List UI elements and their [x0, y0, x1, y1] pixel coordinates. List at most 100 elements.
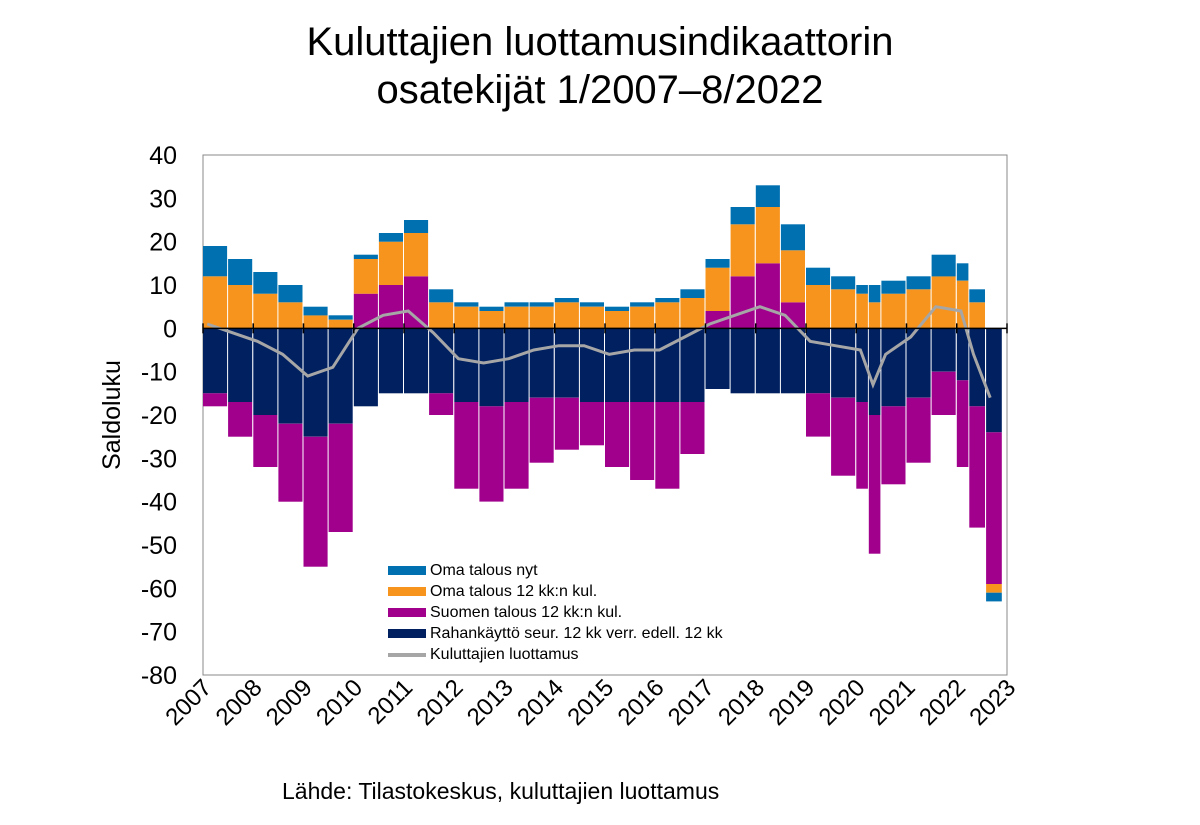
bar-oma-talous-nyt — [906, 276, 931, 290]
bar-oma-talous-12kk — [755, 207, 780, 264]
y-tick-label: -50 — [141, 532, 177, 560]
bar-suomen-talous — [504, 402, 529, 489]
bar-suomen-talous — [906, 397, 931, 463]
bar-oma-talous-nyt — [956, 263, 969, 281]
bar-oma-talous-nyt — [680, 289, 705, 298]
bar-oma-talous-nyt — [831, 276, 856, 290]
chart-title-line-1: Kuluttajien luottamusindikaattorin — [306, 20, 894, 64]
bar-oma-talous-12kk — [479, 311, 504, 329]
bar-suomen-talous — [730, 276, 755, 329]
bar-suomen-talous — [605, 402, 630, 467]
y-tick-label: -20 — [141, 402, 177, 430]
bar-oma-talous-12kk — [328, 319, 353, 329]
bar-rahankaytto — [554, 328, 579, 398]
bar-oma-talous-12kk — [579, 306, 604, 329]
x-tick-label: 2011 — [363, 674, 419, 730]
bar-oma-talous-nyt — [529, 302, 554, 307]
x-tick-label: 2020 — [814, 674, 871, 731]
x-tick-label: 2017 — [663, 674, 720, 731]
bar-rahankaytto — [931, 328, 956, 372]
bar-oma-talous-12kk — [554, 302, 579, 329]
bar-oma-talous-12kk — [780, 250, 805, 303]
bar-oma-talous-12kk — [429, 302, 454, 329]
bar-suomen-talous — [969, 406, 985, 528]
bar-oma-talous-nyt — [303, 306, 328, 316]
bar-oma-talous-nyt — [579, 302, 604, 307]
bar-oma-talous-12kk — [969, 302, 985, 329]
legend-item-oma-talous-12kk: Oma talous 12 kk:n kul. — [388, 581, 723, 602]
bar-oma-talous-nyt — [378, 233, 403, 242]
bar-suomen-talous — [554, 397, 579, 450]
source-note: Lähde: Tilastokeskus, kuluttajien luotta… — [282, 778, 720, 804]
bar-rahankaytto — [780, 328, 805, 394]
x-tick-label: 2022 — [914, 674, 971, 731]
bar-suomen-talous — [529, 397, 554, 463]
x-tick-label: 2009 — [261, 674, 318, 731]
bar-oma-talous-nyt — [730, 207, 755, 225]
bar-rahankaytto — [429, 328, 454, 394]
bar-oma-talous-12kk — [956, 280, 969, 329]
bar-oma-talous-12kk — [680, 298, 705, 329]
bar-oma-talous-12kk — [278, 302, 303, 329]
legend-item-oma-talous-nyt: Oma talous nyt — [388, 560, 723, 581]
bar-rahankaytto — [228, 328, 253, 402]
y-tick-label: -80 — [141, 662, 177, 690]
bar-rahankaytto — [504, 328, 529, 402]
x-tick-label: 2014 — [512, 674, 569, 731]
y-axis-label: Saldoluku — [98, 360, 126, 470]
x-tick-label: 2010 — [311, 674, 368, 731]
legend-label: Rahankäyttö seur. 12 kk verr. edell. 12 … — [430, 625, 723, 642]
chart-title: Kuluttajien luottamusindikaattorin osate… — [0, 18, 1200, 114]
bar-oma-talous-12kk — [529, 306, 554, 329]
bar-oma-talous-nyt — [881, 280, 906, 294]
bar-oma-talous-nyt — [806, 267, 831, 285]
bar-rahankaytto — [705, 328, 730, 389]
y-tick-label: 20 — [149, 229, 177, 257]
x-tick-label: 2023 — [964, 674, 1021, 731]
legend-item-rahankaytto: Rahankäyttö seur. 12 kk verr. edell. 12 … — [388, 623, 723, 644]
bar-oma-talous-nyt — [328, 315, 353, 320]
legend-label: Oma talous nyt — [430, 562, 538, 579]
bar-oma-talous-nyt — [969, 289, 985, 303]
bar-oma-talous-12kk — [931, 276, 956, 329]
bar-oma-talous-12kk — [378, 241, 403, 285]
bar-oma-talous-nyt — [504, 302, 529, 307]
bar-oma-talous-12kk — [705, 267, 730, 311]
bar-suomen-talous — [655, 402, 680, 489]
x-tick-label: 2012 — [412, 674, 469, 731]
bar-oma-talous-nyt — [454, 302, 479, 307]
bar-suomen-talous — [253, 415, 278, 467]
bar-suomen-talous — [454, 402, 479, 489]
bar-rahankaytto — [630, 328, 655, 402]
bar-suomen-talous — [479, 406, 504, 502]
line-layer — [206, 305, 992, 399]
y-tick-label: -70 — [141, 619, 177, 647]
x-tick-label: 2021 — [864, 674, 921, 731]
chart-legend: Oma talous nyt Oma talous 12 kk:n kul. S… — [384, 558, 727, 667]
bar-oma-talous-nyt — [253, 272, 278, 294]
bar-suomen-talous — [806, 393, 831, 437]
bar-oma-talous-nyt — [705, 259, 730, 268]
legend-label: Oma talous 12 kk:n kul. — [430, 583, 598, 600]
bar-oma-talous-nyt — [780, 224, 805, 251]
bar-suomen-talous — [680, 402, 705, 454]
bar-oma-talous-nyt — [278, 285, 303, 303]
bar-oma-talous-nyt — [203, 246, 228, 277]
bar-rahankaytto — [278, 328, 303, 424]
bar-suomen-talous — [303, 436, 328, 567]
y-tick-label: -40 — [141, 489, 177, 517]
bar-suomen-talous — [378, 285, 403, 329]
bar-suomen-talous — [881, 406, 906, 485]
legend-label: Suomen talous 12 kk:n kul. — [430, 604, 623, 621]
bar-oma-talous-12kk — [806, 285, 831, 329]
bar-oma-talous-nyt — [479, 306, 504, 311]
bar-oma-talous-nyt — [404, 220, 429, 233]
bars-layer — [203, 185, 1002, 602]
bar-rahankaytto — [655, 328, 680, 402]
bar-oma-talous-12kk — [228, 285, 253, 329]
bar-rahankaytto — [353, 328, 378, 407]
bar-suomen-talous — [956, 380, 969, 467]
bar-oma-talous-12kk — [303, 315, 328, 329]
bar-oma-talous-12kk — [881, 293, 906, 329]
